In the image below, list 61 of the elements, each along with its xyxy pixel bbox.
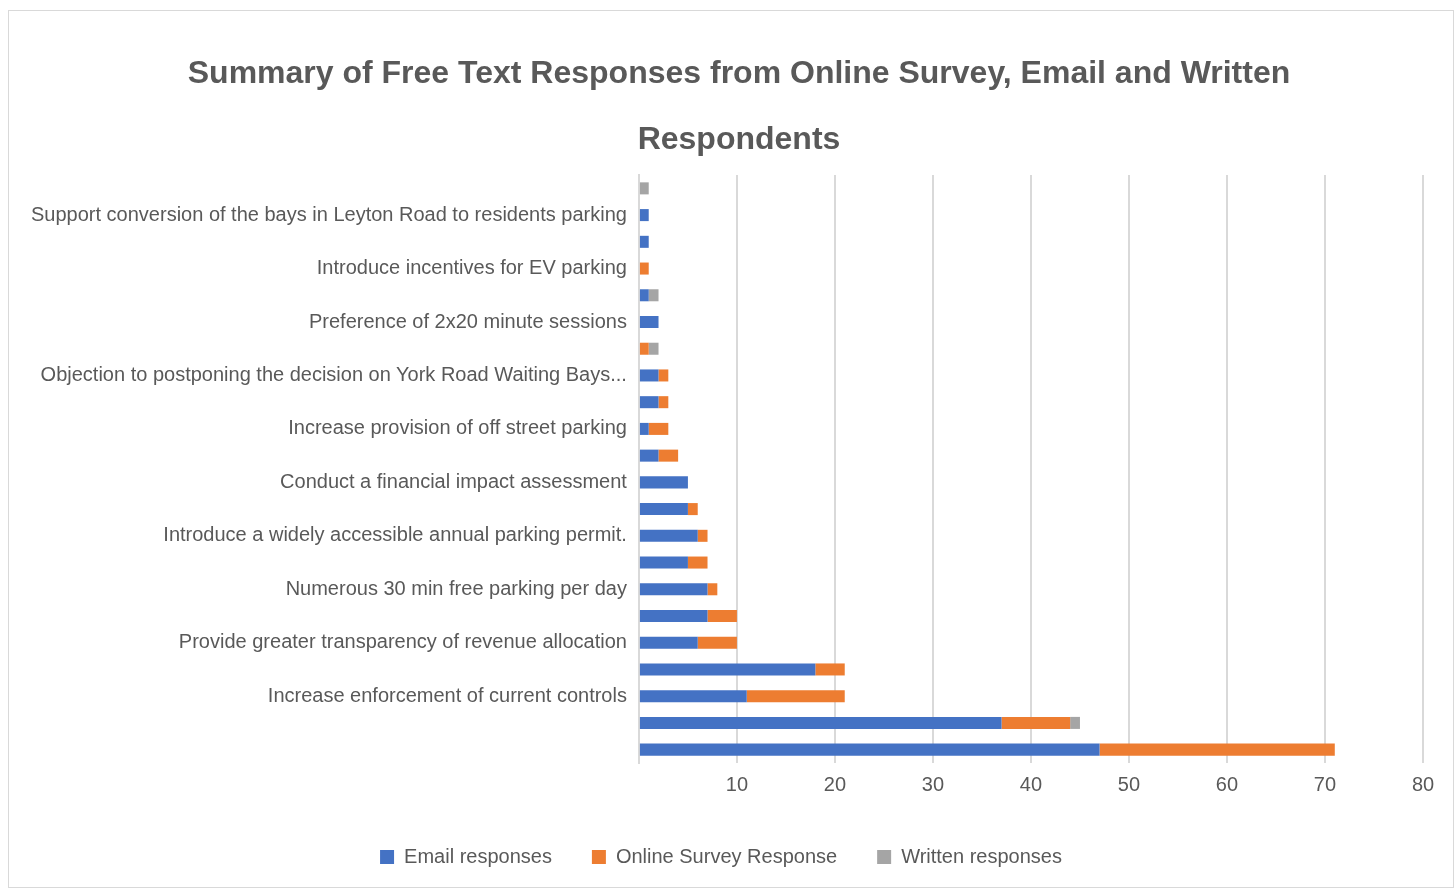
bar	[707, 583, 718, 596]
x-tick-label: 80	[1411, 772, 1435, 795]
y-tick-label: Increase provision of off street parking	[288, 416, 627, 439]
bar	[687, 503, 698, 516]
bar	[1070, 716, 1080, 729]
bar	[639, 556, 688, 569]
bar	[639, 235, 649, 248]
x-tick-label: 10	[725, 772, 749, 795]
bar	[746, 690, 845, 703]
y-tick-label: Objection to postponing the decision on York Road Waiting Bays...	[40, 362, 627, 385]
x-tick-label: 60	[1215, 772, 1239, 795]
bar	[648, 289, 659, 302]
bar	[639, 342, 649, 355]
bar	[639, 636, 698, 649]
bar	[648, 422, 669, 435]
bar	[815, 663, 845, 676]
bar	[658, 449, 679, 462]
bar	[639, 262, 649, 275]
x-tick-label: 50	[1117, 772, 1141, 795]
bar	[707, 609, 737, 623]
x-tick-label: 40	[1019, 772, 1043, 795]
bar	[1099, 743, 1335, 756]
bar	[639, 716, 1002, 729]
bar	[639, 663, 816, 676]
bar	[639, 422, 649, 435]
y-tick-label: Increase enforcement of current controls	[267, 683, 627, 706]
bar	[639, 449, 659, 462]
y-tick-label: Introduce incentives for EV parking	[316, 256, 627, 279]
legend-label: Email responses	[404, 844, 552, 867]
bar	[639, 369, 659, 382]
bar	[639, 583, 708, 596]
y-tick-label: Provide greater transparency of revenue allocation	[178, 630, 627, 653]
x-tick-label: 30	[921, 772, 945, 795]
bar	[639, 182, 649, 195]
bar	[658, 369, 669, 382]
bar	[639, 396, 659, 409]
y-tick-label: Preference of 2x20 minute sessions	[308, 309, 627, 332]
bar	[1001, 716, 1071, 729]
bar	[639, 529, 698, 542]
y-tick-label: Support conversion of the bays in Leyton Road to residents parking	[31, 202, 627, 225]
x-tick-label: 20	[823, 772, 847, 795]
y-tick-label: Introduce a widely accessible annual parking permit.	[163, 523, 627, 546]
x-tick-label: 70	[1313, 772, 1337, 795]
bar	[697, 636, 737, 649]
bar	[687, 556, 708, 569]
bar	[639, 609, 708, 623]
legend-label: Online Survey Response	[615, 844, 838, 867]
bar	[639, 743, 1100, 756]
chart-title: Summary of Free Text Responses from Online Survey, Email and Written Respondents	[186, 53, 1292, 158]
legend-label: Written responses	[901, 844, 1062, 867]
bar	[648, 342, 659, 355]
bar	[639, 503, 688, 516]
bar	[639, 289, 649, 302]
bar	[697, 529, 708, 542]
bar	[639, 209, 649, 222]
bar	[639, 476, 688, 489]
bar	[639, 315, 659, 329]
y-tick-label: Conduct a financial impact assessment	[280, 469, 628, 492]
bar	[658, 396, 669, 409]
y-tick-label: Numerous 30 min free parking per day	[285, 576, 627, 599]
bar	[639, 690, 747, 703]
